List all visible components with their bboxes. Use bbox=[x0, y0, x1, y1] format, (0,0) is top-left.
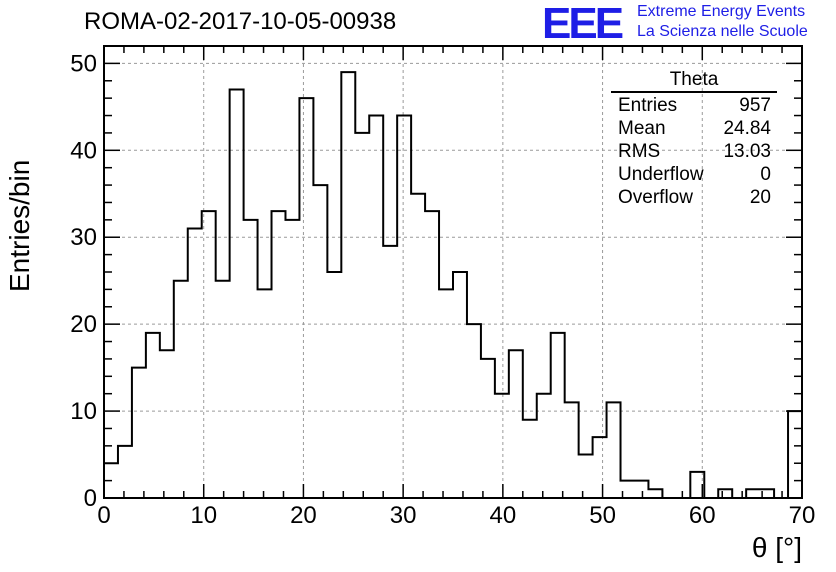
histogram-bin bbox=[467, 324, 481, 498]
histogram-bin bbox=[341, 72, 355, 498]
y-tick-label: 50 bbox=[70, 50, 97, 77]
histogram-bin bbox=[551, 333, 565, 498]
x-tick-label: 40 bbox=[490, 502, 517, 529]
histogram-bin bbox=[202, 211, 216, 498]
stats-title: Theta bbox=[611, 70, 777, 93]
histogram-bin bbox=[188, 229, 202, 498]
y-tick-label: 20 bbox=[70, 311, 97, 338]
run-title: ROMA-02-2017-10-05-00938 bbox=[84, 8, 397, 35]
histogram-bin bbox=[593, 437, 607, 498]
histogram-bin bbox=[607, 402, 621, 498]
stats-value: 24.84 bbox=[723, 118, 771, 139]
histogram-bin bbox=[411, 194, 425, 498]
stats-row: Entries 957 bbox=[611, 94, 777, 117]
histogram-bin bbox=[718, 489, 732, 498]
eee-logo: EEE bbox=[542, 0, 624, 48]
histogram-bin bbox=[244, 220, 258, 498]
y-tick-label: 10 bbox=[70, 398, 97, 425]
histogram-bin bbox=[285, 220, 299, 498]
histogram-bin bbox=[216, 281, 230, 498]
histogram-bin bbox=[788, 411, 802, 498]
histogram-bin bbox=[258, 289, 272, 498]
y-axis-label: Entries/bin bbox=[4, 159, 35, 292]
histogram-bin bbox=[132, 368, 146, 498]
x-tick-label: 50 bbox=[589, 502, 616, 529]
x-tick-label: 20 bbox=[290, 502, 317, 529]
histogram-bin bbox=[523, 420, 537, 498]
y-tick-label: 40 bbox=[70, 137, 97, 164]
x-tick-label: 60 bbox=[689, 502, 716, 529]
y-tick-label: 30 bbox=[70, 224, 97, 251]
stats-label: Overflow bbox=[618, 187, 693, 208]
x-tick-label: 10 bbox=[190, 502, 217, 529]
histogram-bin bbox=[746, 489, 760, 498]
stats-row: RMS 13.03 bbox=[611, 140, 777, 163]
histogram-bin bbox=[313, 185, 327, 498]
histogram-bin bbox=[453, 272, 467, 498]
logo-caption: Extreme Energy Events La Scienza nelle S… bbox=[637, 2, 808, 42]
histogram-bin bbox=[118, 446, 132, 498]
stats-value: 957 bbox=[739, 95, 771, 116]
histogram-bin bbox=[565, 402, 579, 498]
histogram-bin bbox=[634, 481, 648, 498]
x-tick-label: 30 bbox=[390, 502, 417, 529]
histogram-bin bbox=[383, 246, 397, 498]
histogram-bin bbox=[509, 350, 523, 498]
stats-label: RMS bbox=[618, 141, 661, 162]
stats-label: Entries bbox=[618, 95, 678, 116]
logo-caption-line2: La Scienza nelle Scuole bbox=[637, 23, 808, 40]
histogram-bin bbox=[481, 359, 495, 498]
histogram-bin bbox=[495, 394, 509, 498]
logo-caption-line1: Extreme Energy Events bbox=[637, 3, 806, 20]
histogram-bin bbox=[369, 116, 383, 498]
stats-value: 13.03 bbox=[723, 141, 771, 162]
histogram-bin bbox=[648, 489, 662, 498]
histogram-bin bbox=[174, 281, 188, 498]
histogram-bin bbox=[160, 350, 174, 498]
stats-box: Theta Entries 957 Mean 24.84 RMS 13.03 Unde… bbox=[611, 70, 777, 209]
stats-label: Mean bbox=[618, 118, 666, 139]
histogram-bin bbox=[355, 133, 369, 498]
y-tick-label: 0 bbox=[84, 485, 97, 512]
x-tick-label: 70 bbox=[789, 502, 816, 529]
histogram-bin bbox=[272, 211, 286, 498]
histogram-bin bbox=[146, 333, 160, 498]
x-tick-label: 0 bbox=[97, 502, 110, 529]
histogram-bin bbox=[425, 211, 439, 498]
histogram-bin bbox=[439, 289, 453, 498]
histogram-bin bbox=[579, 455, 593, 498]
histogram-bin bbox=[397, 116, 411, 498]
x-axis-label: θ [°] bbox=[751, 532, 802, 563]
histogram-bin bbox=[299, 98, 313, 498]
histogram-bin bbox=[327, 272, 341, 498]
stats-label: Underflow bbox=[618, 164, 704, 185]
stats-value: 20 bbox=[749, 187, 771, 208]
stats-row: Mean 24.84 bbox=[611, 117, 777, 140]
histogram-bin bbox=[230, 89, 244, 498]
stats-row: Overflow 20 bbox=[611, 186, 777, 209]
histogram-bin bbox=[537, 394, 551, 498]
stats-row: Underflow 0 bbox=[611, 163, 777, 186]
stats-value: 0 bbox=[760, 164, 771, 185]
